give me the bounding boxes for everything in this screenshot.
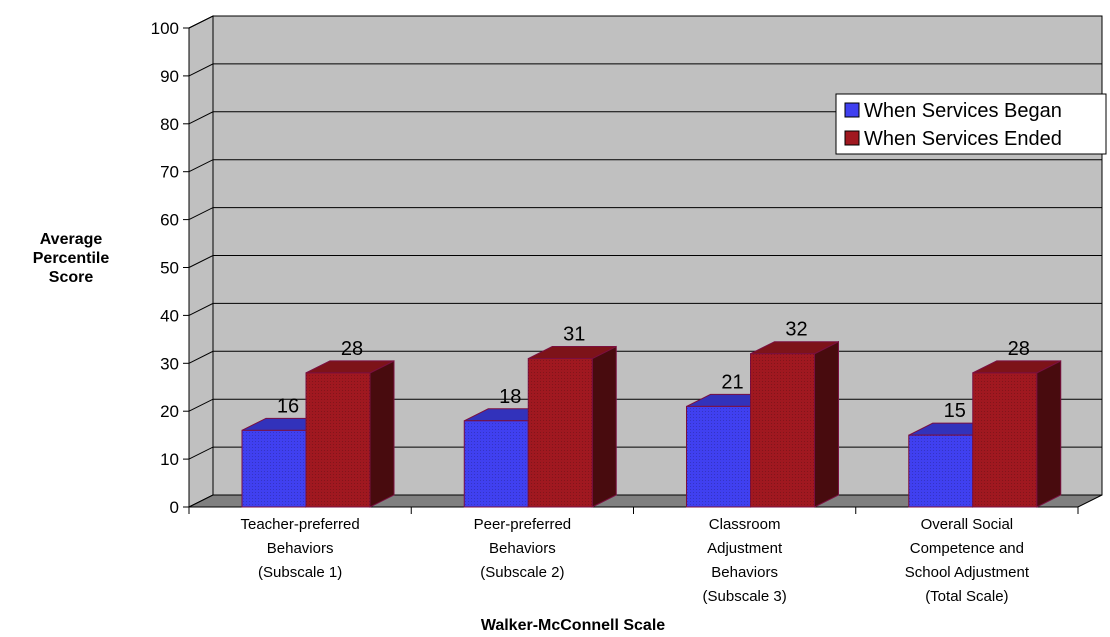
y-tick-label: 80 <box>160 115 179 134</box>
data-label: 16 <box>277 395 299 417</box>
gridline <box>188 255 1102 268</box>
bar-ended <box>750 340 839 508</box>
bars <box>241 340 1062 508</box>
data-label: 21 <box>721 371 743 393</box>
legend: When Services Began When Services Ended <box>835 93 1107 155</box>
data-label: 32 <box>785 319 807 341</box>
y-tick-label: 100 <box>151 19 179 38</box>
data-label: 28 <box>1008 338 1030 360</box>
y-axis: 0 10 20 30 40 50 60 70 80 90 100 <box>151 19 190 517</box>
y-tick-label: 10 <box>160 450 179 469</box>
gridline <box>188 302 1102 316</box>
legend-swatch <box>844 130 860 146</box>
legend-box <box>835 93 1107 155</box>
x-tick-label: Classroom Adjustment Behaviors (Subscale 3) <box>703 516 787 605</box>
gridline <box>188 15 1102 29</box>
gridline <box>188 63 1102 77</box>
data-label: 31 <box>563 324 585 346</box>
x-tick-label: Peer-preferred Behaviors (Subscale 2) <box>474 516 572 581</box>
y-tick-label: 0 <box>170 498 179 517</box>
gridline <box>188 207 1102 221</box>
bar-ended <box>305 360 395 508</box>
y-tick-label: 50 <box>160 259 179 278</box>
y-tick-label: 20 <box>160 402 179 421</box>
legend-label: When Services Began <box>864 100 1062 122</box>
y-tick-label: 40 <box>160 306 179 325</box>
legend-label: When Services Ended <box>864 128 1062 150</box>
y-tick-label: 70 <box>160 163 179 182</box>
x-tick-label: Teacher-preferred Behaviors (Subscale 1) <box>241 516 360 581</box>
x-axis: Teacher-preferred Behaviors (Subscale 1) Pe… <box>188 506 1079 605</box>
x-tick-label: Overall Social Competence and School Adjus… <box>905 516 1030 605</box>
gridline <box>188 111 1102 125</box>
legend-swatch <box>844 102 860 118</box>
x-axis-title: Walker-McConnell Scale <box>481 617 665 634</box>
data-labels: 16 28 18 31 21 32 15 28 <box>277 319 1030 422</box>
bar-ended <box>972 360 1062 508</box>
data-label: 15 <box>944 400 966 422</box>
y-tick-label: 90 <box>160 67 179 86</box>
data-label: 28 <box>341 338 363 360</box>
y-tick-label: 30 <box>160 354 179 373</box>
data-label: 18 <box>499 386 521 408</box>
y-axis-title: Average Percentile Score <box>33 231 110 286</box>
bar-ended <box>527 345 617 508</box>
y-tick-label: 60 <box>160 211 179 230</box>
gridline <box>188 159 1102 173</box>
